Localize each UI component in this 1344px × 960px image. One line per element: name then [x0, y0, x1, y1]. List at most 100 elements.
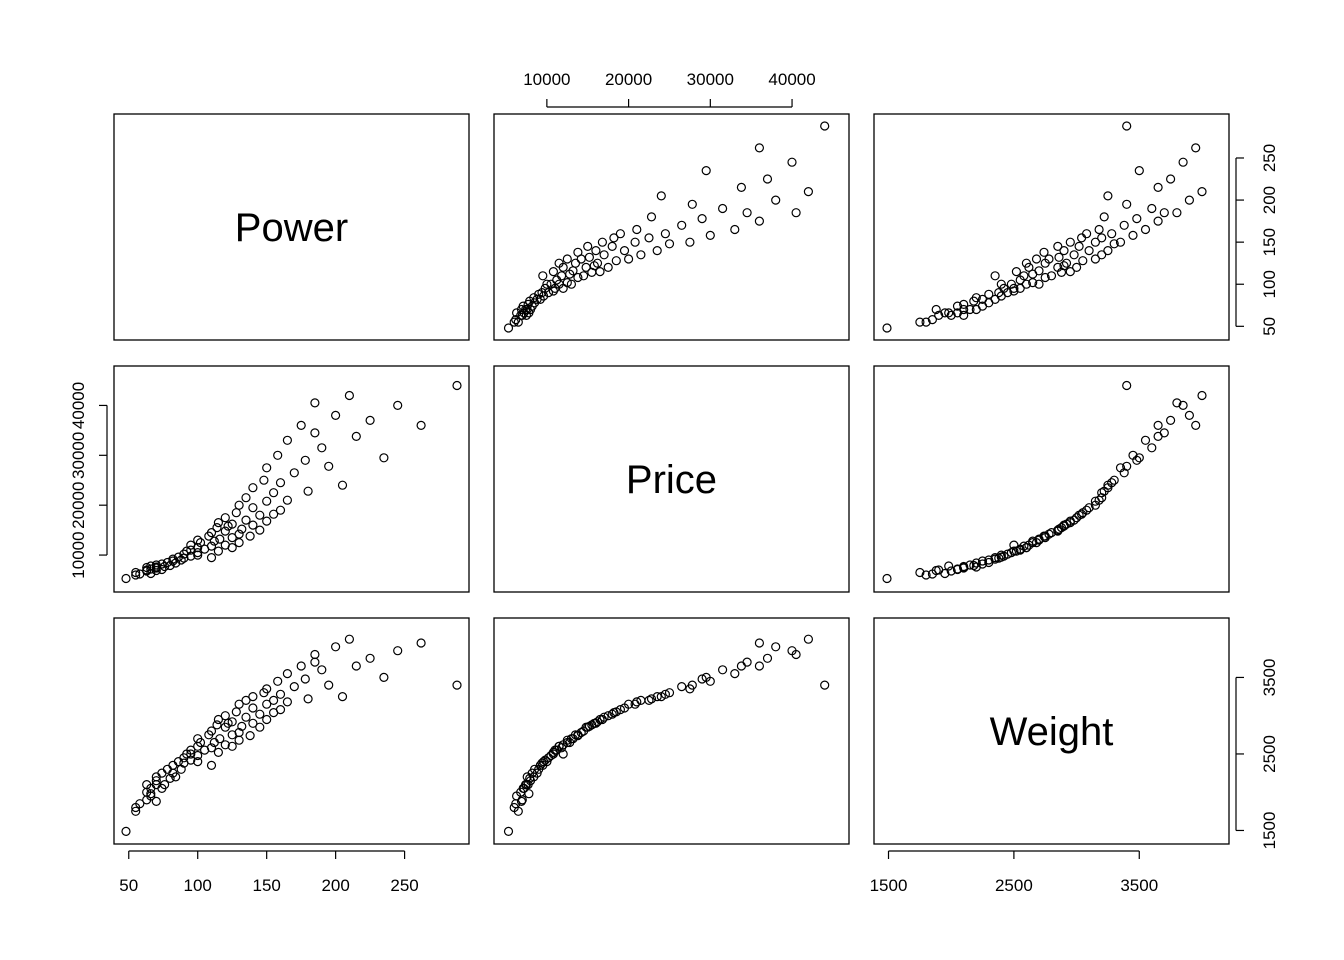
point-price-vs-weight-63	[1053, 525, 1063, 535]
point-power-vs-weight-9	[944, 308, 954, 318]
point-weight-vs-price-30	[546, 750, 556, 761]
point-price-vs-power-32	[193, 535, 203, 545]
point-price-vs-power-78	[300, 455, 310, 465]
point-power-vs-weight-61	[1084, 246, 1094, 256]
point-price-vs-power-58	[241, 493, 251, 503]
point-weight-vs-price-76	[677, 681, 687, 692]
point-power-vs-price-90	[787, 157, 797, 167]
tick-label-power-bottom-3: 200	[321, 876, 349, 895]
point-price-vs-power-0	[121, 573, 131, 584]
point-weight-vs-price-92	[820, 680, 830, 690]
point-price-vs-power-55	[234, 537, 244, 548]
point-power-vs-weight-86	[1197, 187, 1207, 197]
point-price-vs-weight-60	[1059, 520, 1069, 530]
point-power-vs-price-34	[562, 278, 572, 288]
tick-label-weight-right-0: 1500	[1260, 812, 1279, 850]
point-weight-vs-power-54	[234, 699, 244, 709]
point-price-vs-weight-33	[996, 550, 1006, 560]
point-price-vs-power-81	[310, 398, 320, 408]
point-power-vs-weight-67	[1090, 237, 1101, 247]
point-price-vs-power-90	[393, 400, 403, 410]
point-price-vs-power-85	[337, 480, 348, 490]
point-weight-vs-price-51	[592, 717, 603, 727]
point-power-vs-price-61	[619, 246, 630, 256]
point-power-vs-weight-23	[984, 289, 994, 299]
point-price-vs-power-67	[262, 496, 272, 506]
point-weight-vs-price-0	[503, 826, 514, 837]
point-weight-vs-power-68	[262, 684, 272, 694]
point-power-vs-weight-11	[965, 304, 975, 315]
point-weight-vs-price-83	[687, 680, 697, 690]
point-price-vs-power-82	[317, 443, 327, 453]
tick-label-power-right-4: 250	[1260, 144, 1279, 172]
point-price-vs-power-84	[331, 410, 341, 420]
point-power-vs-price-80	[742, 208, 752, 218]
point-power-vs-price-84	[771, 195, 781, 205]
point-price-vs-power-88	[365, 415, 375, 425]
point-power-vs-weight-91	[1191, 143, 1201, 153]
tick-label-price-left-3: 40000	[69, 382, 88, 429]
point-weight-vs-power-0	[121, 826, 131, 837]
point-power-vs-price-55	[562, 254, 572, 264]
point-price-vs-power-74	[282, 435, 292, 445]
tick-label-power-bottom-0: 50	[119, 876, 138, 895]
point-weight-vs-price-77	[754, 661, 765, 671]
point-weight-vs-power-75	[282, 697, 292, 707]
panel-frame-0-0	[113, 113, 470, 341]
point-price-vs-power-33	[193, 550, 203, 560]
point-price-vs-power-40	[209, 536, 219, 546]
variable-label-weight: Weight	[990, 710, 1114, 754]
point-power-vs-weight-51	[1061, 258, 1072, 268]
tick-label-power-right-1: 100	[1260, 270, 1279, 298]
point-price-vs-weight-12	[931, 565, 941, 576]
point-weight-vs-price-9	[524, 789, 534, 799]
point-price-vs-weight-85	[1103, 480, 1113, 490]
point-power-vs-weight-36	[1040, 272, 1050, 283]
point-weight-vs-power-77	[296, 661, 306, 671]
point-power-vs-price-74	[730, 224, 740, 235]
point-weight-vs-power-42	[213, 747, 223, 758]
point-price-vs-power-80	[310, 428, 320, 438]
point-weight-vs-power-21	[171, 772, 181, 782]
point-weight-vs-power-57	[241, 712, 251, 722]
point-weight-vs-power-73	[275, 689, 286, 699]
point-price-vs-power-60	[248, 520, 258, 530]
point-price-vs-weight-77	[1153, 420, 1163, 430]
tick-label-weight-right-1: 2500	[1260, 735, 1279, 773]
point-power-vs-price-71	[705, 230, 715, 240]
point-power-vs-weight-30	[1006, 279, 1017, 289]
point-power-vs-weight-31	[1021, 279, 1032, 289]
point-power-vs-price-37	[556, 271, 567, 281]
point-price-vs-weight-65	[1109, 475, 1119, 485]
point-power-vs-weight-21	[971, 293, 981, 303]
point-weight-vs-power-83	[324, 680, 334, 690]
point-power-vs-weight-37	[1019, 271, 1029, 281]
point-weight-vs-power-30	[193, 750, 203, 761]
point-power-vs-weight-42	[1011, 267, 1022, 277]
point-weight-vs-price-64	[607, 709, 617, 719]
point-weight-vs-price-42	[548, 747, 559, 758]
point-weight-vs-power-63	[255, 722, 265, 732]
point-price-vs-weight-49	[1021, 542, 1032, 553]
point-price-vs-power-70	[269, 488, 279, 498]
point-weight-vs-power-61	[248, 703, 258, 713]
point-weight-vs-power-33	[193, 756, 203, 767]
point-weight-vs-power-62	[248, 691, 258, 702]
point-power-vs-weight-63	[1053, 241, 1063, 251]
point-price-vs-power-91	[416, 420, 426, 430]
point-power-vs-price-68	[685, 237, 695, 247]
point-power-vs-price-83	[687, 199, 697, 209]
point-price-vs-weight-30	[1006, 547, 1017, 558]
point-weight-vs-price-49	[554, 741, 564, 751]
point-power-vs-weight-62	[1103, 246, 1113, 256]
point-power-vs-weight-87	[1153, 182, 1163, 192]
point-price-vs-power-42	[213, 546, 223, 556]
point-power-vs-price-92	[820, 121, 830, 131]
panel-frame-2-0	[113, 617, 470, 845]
point-price-vs-weight-59	[1039, 531, 1049, 541]
point-power-vs-weight-53	[1044, 254, 1054, 264]
point-price-vs-weight-9	[944, 561, 954, 571]
point-power-vs-weight-68	[1115, 237, 1126, 247]
point-price-vs-power-51	[227, 519, 237, 529]
point-price-vs-power-24	[179, 549, 189, 559]
